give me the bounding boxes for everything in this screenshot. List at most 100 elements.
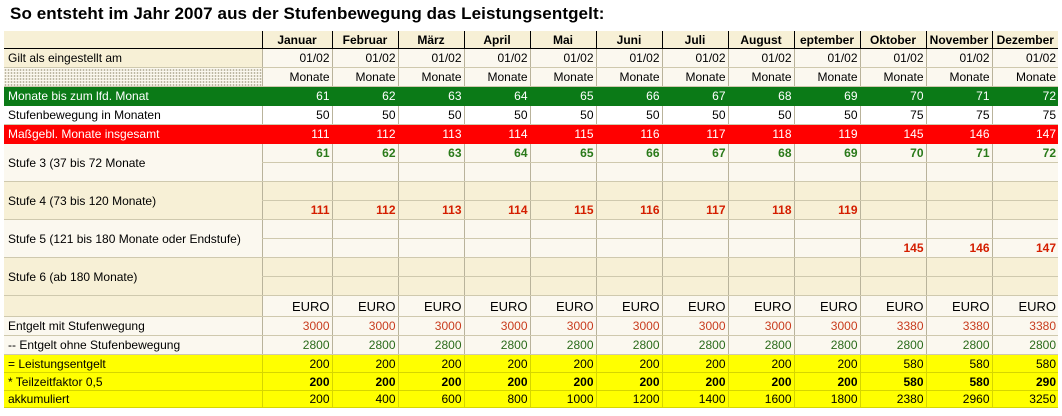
entgelt-mit-label: Entgelt mit Stufenwegung [4, 316, 262, 336]
stufe-3-cell: 66 [595, 143, 662, 163]
monate-lfd-cell: 71 [925, 86, 992, 106]
stufe-4-spacer [859, 181, 926, 201]
leistungsentgelt-cell: 200 [727, 354, 794, 373]
stufe-3-cell: 61 [261, 143, 332, 163]
massgebl-monate-cell: 119 [793, 124, 860, 144]
akkumuliert-cell: 800 [463, 390, 530, 408]
leistungsentgelt-cell: 200 [793, 354, 860, 373]
stufe-3-cell: 64 [463, 143, 530, 163]
entgelt-mit-cell: 3000 [397, 316, 464, 336]
akkumuliert-cell: 1400 [661, 390, 728, 408]
eingestellt-cell: 01/02 [595, 48, 662, 68]
massgebl-monate-cell: 117 [661, 124, 728, 144]
entgelt-mit-cell: 3380 [991, 316, 1058, 336]
massgebl-monate-cell: 115 [529, 124, 596, 144]
massgebl-monate-cell: 111 [261, 124, 332, 144]
stufe-5-cell [595, 238, 662, 258]
monate-lfd-cell: 68 [727, 86, 794, 106]
stufe-5-cell: 146 [925, 238, 992, 258]
entgelt-ohne-cell: 2800 [991, 335, 1058, 355]
teilzeitfaktor-cell: 200 [595, 372, 662, 391]
entgelt-ohne-cell: 2800 [925, 335, 992, 355]
teilzeitfaktor-cell: 200 [727, 372, 794, 391]
stufe-3-cell: 71 [925, 143, 992, 163]
stufe-6-cell [331, 257, 398, 277]
massgebl-monate-cell: 146 [925, 124, 992, 144]
eingestellt-cell: 01/02 [397, 48, 464, 68]
stufe-3-spacer [463, 162, 530, 182]
header-corner [4, 31, 262, 49]
massgebl-monate-cell: 114 [463, 124, 530, 144]
month-header: Februar [331, 31, 398, 49]
stufe-6-cell [991, 257, 1058, 277]
massgebl-monate-cell: 112 [331, 124, 398, 144]
stufe-6-cell [793, 257, 860, 277]
stufenbewegung-cell: 75 [991, 105, 1058, 125]
unit-monate-cell: Monate [793, 67, 860, 87]
stufe-4-spacer [463, 181, 530, 201]
stufe-4-spacer [595, 181, 662, 201]
leistungsentgelt-cell: 200 [331, 354, 398, 373]
stufe-6-cell [529, 257, 596, 277]
leistungsentgelt-table: Januar Februar März April Mai Juni Juli August e… [4, 31, 1058, 408]
stufe-6-cell [595, 257, 662, 277]
akkumuliert-cell: 1000 [529, 390, 596, 408]
stufe-4-spacer [991, 181, 1058, 201]
stufe-3-spacer [727, 162, 794, 182]
leistungsentgelt-row: = Leistungsentgelt 200 200 200 200 200 200 200 2… [4, 354, 1058, 373]
stufe-5-row: Stufe 5 (121 bis 180 Monate oder Endstuf… [4, 219, 1058, 258]
stufe-3-spacer [397, 162, 464, 182]
entgelt-ohne-cell: 2800 [463, 335, 530, 355]
entgelt-mit-cell: 3000 [331, 316, 398, 336]
akkumuliert-label: akkumuliert [4, 390, 262, 408]
stufe-4-spacer [331, 181, 398, 201]
leistungsentgelt-cell: 200 [595, 354, 662, 373]
stufenbewegung-cell: 50 [793, 105, 860, 125]
unit-monate-cell: Monate [925, 67, 992, 87]
stufe-3-cell: 62 [331, 143, 398, 163]
month-header: Juni [595, 31, 662, 49]
teilzeitfaktor-cell: 580 [925, 372, 992, 391]
massgebl-monate-cell: 145 [859, 124, 926, 144]
monate-lfd-cell: 66 [595, 86, 662, 106]
stufenbewegung-cell: 50 [529, 105, 596, 125]
stufe-5-cell: 147 [991, 238, 1058, 258]
unit-euro-cell: EURO [463, 295, 530, 317]
eingestellt-cell: 01/02 [463, 48, 530, 68]
leistungsentgelt-cell: 580 [991, 354, 1058, 373]
stufe-5-spacer [727, 219, 794, 239]
massgebl-monate-cell: 147 [991, 124, 1058, 144]
stufe-4-cell: 118 [727, 200, 794, 220]
unit-euro-cell: EURO [859, 295, 926, 317]
monate-lfd-cell: 72 [991, 86, 1058, 106]
stufe-5-label: Stufe 5 (121 bis 180 Monate oder Endstuf… [4, 219, 262, 258]
akkumuliert-cell: 600 [397, 390, 464, 408]
stufe-6-row-lower [4, 276, 1058, 296]
stufe-5-spacer [331, 219, 398, 239]
entgelt-mit-cell: 3000 [727, 316, 794, 336]
stufe-6-cell [727, 257, 794, 277]
unit-monate-cell: Monate [397, 67, 464, 87]
stufe-5-spacer [261, 219, 332, 239]
stufenbewegung-row: Stufenbewegung in Monaten 50 50 50 50 50 50 50 5… [4, 105, 1058, 125]
stufe-6-spacer [397, 276, 464, 296]
stufe-3-cell: 69 [793, 143, 860, 163]
stufe-4-label: Stufe 4 (73 bis 120 Monate) [4, 181, 262, 220]
unit-monate-cell: Monate [529, 67, 596, 87]
month-header: August [727, 31, 794, 49]
entgelt-mit-cell: 3380 [859, 316, 926, 336]
unit-monate-cell: Monate [595, 67, 662, 87]
akkumuliert-cell: 1600 [727, 390, 794, 408]
stufe-5-cell [727, 238, 794, 258]
unit-euro-cell: EURO [727, 295, 794, 317]
unit-monate-cell: Monate [331, 67, 398, 87]
unit-euro-cell: EURO [397, 295, 464, 317]
stufe-5-spacer [595, 219, 662, 239]
stufe-4-cell: 111 [261, 200, 332, 220]
eingestellt-cell: 01/02 [991, 48, 1058, 68]
stufe-5-cell [397, 238, 464, 258]
teilzeitfaktor-cell: 200 [529, 372, 596, 391]
unit-euro-cell: EURO [529, 295, 596, 317]
monate-lfd-cell: 65 [529, 86, 596, 106]
teilzeitfaktor-cell: 200 [397, 372, 464, 391]
